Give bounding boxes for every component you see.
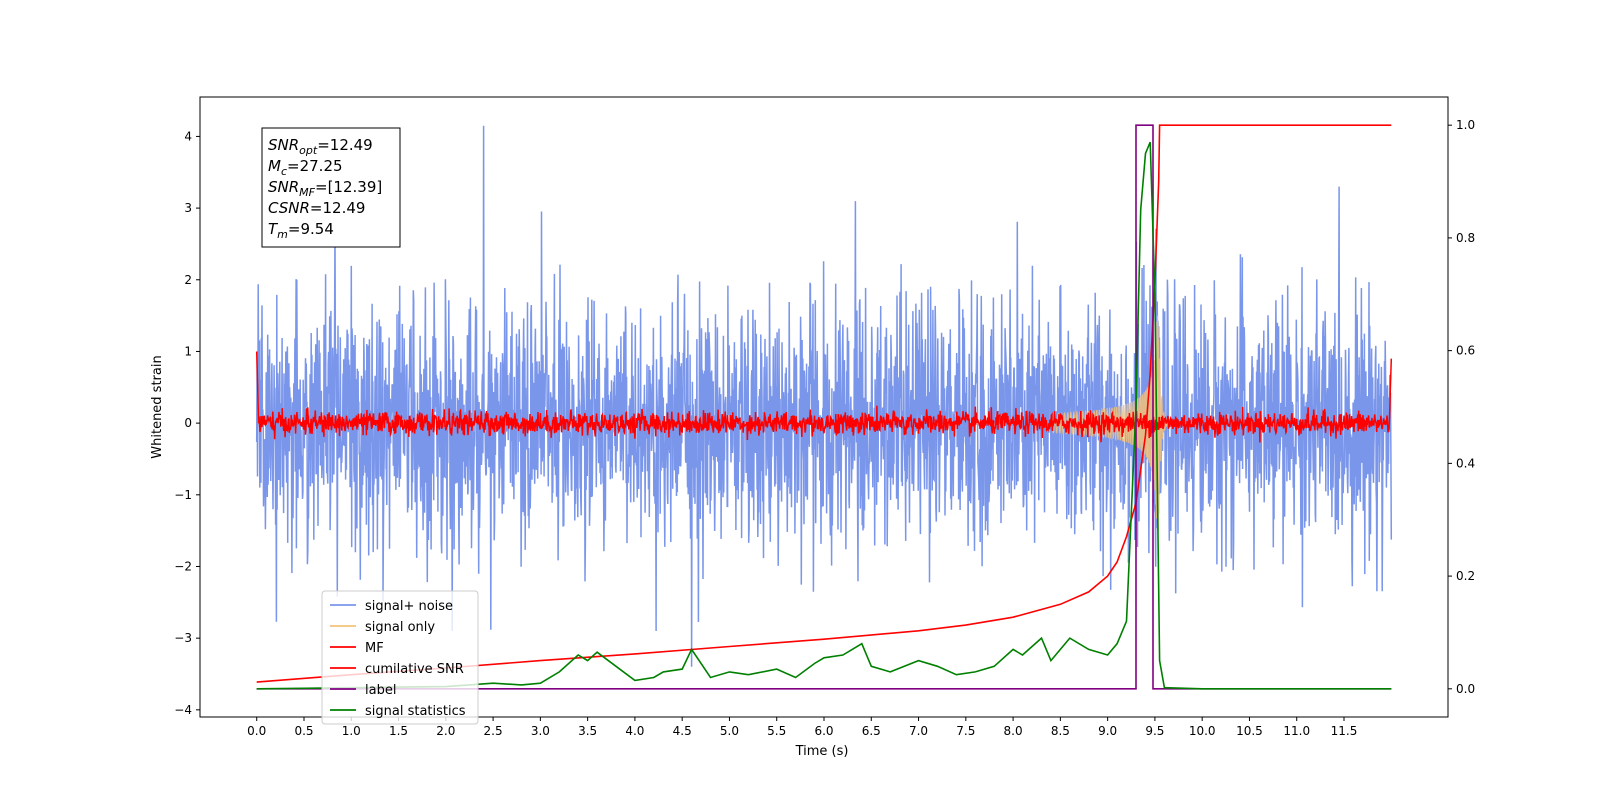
x-tick-label: 1.0 bbox=[342, 724, 361, 738]
x-tick-label: 8.5 bbox=[1051, 724, 1070, 738]
y-tick-label: 3 bbox=[184, 201, 192, 215]
y-axis-left: 4 3 2 1 0 −1 −2 −3 −4 bbox=[174, 129, 200, 717]
y2-tick-label: 0.2 bbox=[1456, 569, 1475, 583]
x-tick-label: 9.5 bbox=[1145, 724, 1164, 738]
legend-entry-label: label bbox=[365, 683, 396, 698]
x-tick-label: 6.0 bbox=[814, 724, 833, 738]
x-axis-label: Time (s) bbox=[795, 744, 849, 759]
x-tick-label: 11.0 bbox=[1283, 724, 1310, 738]
series-signal-noise-line bbox=[255, 125, 1393, 667]
x-tick-label: 4.0 bbox=[625, 724, 644, 738]
x-tick-label: 7.5 bbox=[956, 724, 975, 738]
x-tick-label: 0.5 bbox=[294, 724, 313, 738]
x-tick-label: 10.5 bbox=[1236, 724, 1263, 738]
x-tick-label: 4.5 bbox=[673, 724, 692, 738]
legend-frame bbox=[321, 590, 479, 725]
annotation-box: SNRopt=12.49Mc=27.25SNRMF=[12.39]CSNR=12… bbox=[261, 127, 401, 248]
plot-area bbox=[255, 124, 1393, 690]
y-tick-label: −4 bbox=[174, 703, 192, 717]
x-tick-label: 5.5 bbox=[767, 724, 786, 738]
y-axis-label: Whitened strain bbox=[150, 355, 165, 458]
y2-tick-label: 0.0 bbox=[1456, 682, 1475, 696]
y2-tick-label: 0.6 bbox=[1456, 344, 1475, 358]
y-tick-label: 1 bbox=[184, 344, 192, 358]
legend-entry-label: MF bbox=[365, 641, 384, 656]
x-tick-label: 8.0 bbox=[1004, 724, 1023, 738]
x-tick-label: 0.0 bbox=[247, 724, 266, 738]
x-tick-label: 11.5 bbox=[1331, 724, 1358, 738]
y2-tick-label: 1.0 bbox=[1456, 118, 1475, 132]
x-tick-label: 10.0 bbox=[1189, 724, 1216, 738]
y-tick-label: 4 bbox=[184, 129, 192, 143]
annotation-line: Mc=27.25 bbox=[268, 157, 343, 178]
x-tick-label: 5.0 bbox=[720, 724, 739, 738]
y-axis-right: 1.0 0.8 0.6 0.4 0.2 0.0 bbox=[1448, 118, 1475, 696]
annotation-line: Tm=9.54 bbox=[268, 220, 334, 241]
x-tick-label: 2.5 bbox=[484, 724, 503, 738]
x-tick-label: 3.0 bbox=[531, 724, 550, 738]
x-tick-label: 7.0 bbox=[909, 724, 928, 738]
x-tick-label: 2.0 bbox=[436, 724, 455, 738]
x-tick-label: 9.0 bbox=[1098, 724, 1117, 738]
y-tick-label: −3 bbox=[174, 631, 192, 645]
y2-tick-label: 0.4 bbox=[1456, 456, 1475, 470]
y2-tick-label: 0.8 bbox=[1456, 231, 1475, 245]
legend-entry-label: signal only bbox=[365, 620, 435, 635]
series-mf-line bbox=[255, 351, 1393, 443]
annotation-line: CSNR=12.49 bbox=[268, 199, 365, 217]
legend-entry-label: signal+ noise bbox=[365, 599, 453, 614]
y-tick-label: −2 bbox=[174, 559, 192, 573]
y-tick-label: 0 bbox=[184, 416, 192, 430]
x-tick-label: 1.5 bbox=[389, 724, 408, 738]
x-axis: 0.0 0.5 1.0 1.5 2.0 2.5 3.0 3.5 4.0 4.5 5.0 5.5 6.0 6… bbox=[247, 717, 1357, 738]
legend-entry-label: cumilative SNR bbox=[365, 662, 464, 677]
annotation-line: SNRopt=12.49 bbox=[268, 136, 373, 157]
legend-entry-label: signal statistics bbox=[365, 704, 466, 719]
y-tick-label: −1 bbox=[174, 488, 192, 502]
x-tick-label: 3.5 bbox=[578, 724, 597, 738]
x-tick-label: 6.5 bbox=[862, 724, 881, 738]
annotation-line: SNRMF=[12.39] bbox=[268, 178, 382, 199]
y-tick-label: 2 bbox=[184, 273, 192, 287]
annotation-frame bbox=[261, 127, 401, 248]
series-signal-statistics-line bbox=[256, 141, 1392, 690]
legend: signal+ noise signal only MF cumilative SNR… bbox=[321, 590, 479, 725]
